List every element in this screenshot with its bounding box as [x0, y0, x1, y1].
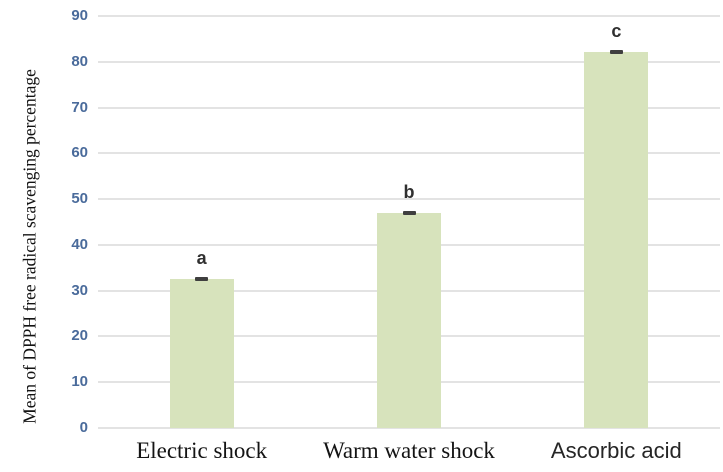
y-tick-label: 20 — [71, 327, 88, 345]
error-bar — [609, 49, 623, 54]
y-tick-label: 70 — [71, 98, 88, 116]
gridline — [98, 152, 720, 155]
gridline — [98, 15, 720, 17]
significance-letter: b — [403, 181, 415, 202]
gridline — [98, 427, 720, 429]
bar — [377, 212, 441, 428]
y-tick-label: 40 — [71, 235, 88, 253]
x-category-label: Electric shock — [136, 438, 268, 463]
bar — [169, 279, 234, 428]
y-tick-label: 30 — [71, 281, 88, 299]
significance-letter: c — [611, 20, 622, 41]
y-tick-label: 50 — [71, 190, 88, 208]
bar — [584, 51, 649, 428]
y-tick-label: 90 — [71, 7, 88, 24]
y-tick-label: 10 — [71, 373, 88, 391]
plot-area: a b c — [98, 15, 720, 429]
y-tick-label: 0 — [79, 419, 88, 436]
gridline — [98, 198, 720, 201]
gridline — [98, 60, 720, 63]
error-bar — [195, 277, 209, 282]
y-tick-label: 80 — [71, 52, 88, 70]
error-bar — [402, 210, 416, 215]
x-category-label: Warm water shock — [323, 438, 495, 463]
significance-letter: a — [196, 248, 207, 269]
gridline — [98, 106, 720, 109]
x-category-label: Ascorbic acid — [550, 438, 682, 463]
y-tick-label: 60 — [71, 144, 88, 162]
